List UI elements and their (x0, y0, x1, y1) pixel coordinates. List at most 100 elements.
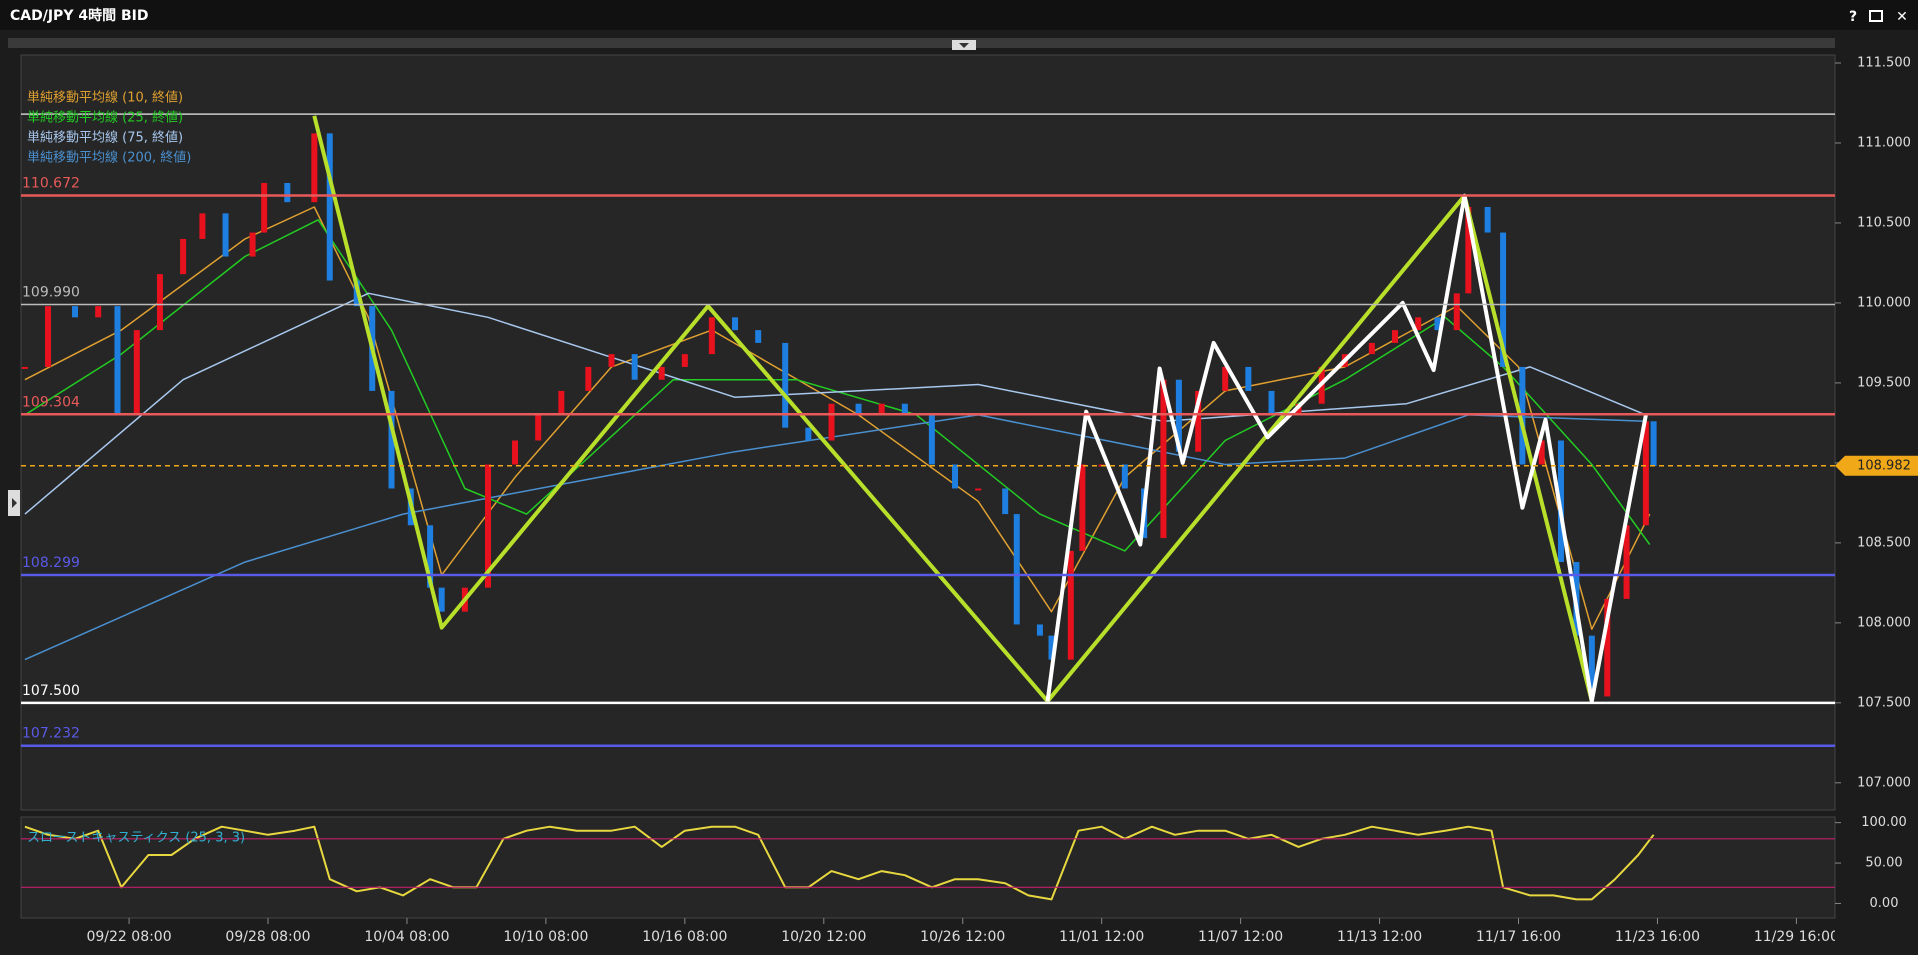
candle (1222, 366, 1229, 391)
candle (631, 354, 638, 380)
x-tick-label: 11/23 16:00 (1615, 929, 1700, 945)
candle (1415, 317, 1422, 331)
candle (133, 330, 140, 415)
toolbar-strip (8, 38, 1835, 48)
legend-entry: 単純移動平均線 (10, 終値) (27, 90, 183, 106)
y-tick-label: 110.500 (1857, 215, 1911, 230)
candle (1538, 440, 1545, 465)
y-tick-label: 0.00 (1870, 896, 1899, 911)
y-tick-label: 107.500 (1857, 695, 1911, 710)
title-bar (0, 0, 1918, 30)
candle (114, 306, 121, 415)
level-label: 107.500 (22, 683, 80, 699)
trendline (1045, 193, 1648, 704)
y-tick-label: 110.000 (1857, 295, 1911, 310)
candle (95, 306, 102, 318)
level-label: 108.299 (22, 555, 80, 571)
candle (284, 182, 291, 203)
candle (952, 464, 959, 489)
candle (1121, 464, 1128, 489)
candle (1392, 330, 1399, 343)
oscillator-line (24, 825, 1655, 901)
candle (180, 238, 187, 275)
x-tick-label: 10/04 08:00 (364, 929, 449, 945)
y-tick-label: 111.500 (1857, 55, 1911, 70)
x-tick-label: 11/29 16:00 (1754, 929, 1839, 945)
y-tick-label: 107.000 (1857, 775, 1911, 790)
candle (427, 525, 434, 588)
candle (608, 354, 615, 367)
candle (855, 403, 862, 415)
candle (1519, 366, 1526, 465)
x-tick-label: 11/17 16:00 (1476, 929, 1561, 945)
trendline (312, 115, 1594, 704)
candle (1048, 635, 1055, 660)
candle (199, 213, 206, 239)
candle (1453, 293, 1460, 331)
candle (928, 414, 935, 465)
candle (438, 587, 445, 612)
candle (1650, 421, 1657, 467)
candle (1588, 635, 1595, 697)
candle (1368, 342, 1375, 355)
candle (708, 317, 715, 355)
candle (512, 440, 519, 465)
candle (1195, 390, 1202, 452)
candle (1013, 514, 1020, 625)
last-price-tag (1835, 455, 1918, 476)
x-tick-label: 10/16 08:00 (642, 929, 727, 945)
candle (975, 488, 982, 491)
candle (878, 403, 885, 415)
dropdown-arrow (959, 43, 969, 48)
candle (45, 306, 52, 367)
candle (535, 414, 542, 441)
x-tick-label: 11/01 12:00 (1059, 929, 1144, 945)
x-tick-label: 11/13 12:00 (1337, 929, 1422, 945)
candle (1067, 550, 1074, 660)
x-tick-label: 10/26 12:00 (920, 929, 1005, 945)
legend-entry: 単純移動平均線 (75, 終値) (27, 130, 183, 146)
candle (732, 317, 739, 331)
close-button[interactable]: ✕ (1896, 9, 1908, 25)
candle (1604, 598, 1611, 697)
x-tick-label: 11/07 12:00 (1198, 929, 1283, 945)
candle (585, 366, 592, 391)
candle (1268, 390, 1275, 415)
level-label: 109.990 (22, 285, 80, 301)
y-tick-label: 100.00 (1861, 815, 1907, 830)
candle (72, 306, 79, 318)
side-handle-arrow (12, 498, 17, 508)
candle (156, 274, 163, 331)
candle (311, 133, 318, 203)
price-pane (20, 54, 1836, 811)
y-tick-label: 111.000 (1857, 135, 1911, 150)
candle (222, 213, 229, 257)
candle (1623, 525, 1630, 599)
candle (805, 427, 812, 441)
candle (21, 366, 28, 369)
y-tick-label: 108.500 (1857, 535, 1911, 550)
last-price-label: 108.982 (1857, 458, 1911, 473)
candle (1245, 366, 1252, 391)
x-tick-label: 10/10 08:00 (503, 929, 588, 945)
candle (1160, 379, 1167, 539)
candle (658, 366, 665, 380)
window-title: CAD/JPY 4時間 BID (10, 7, 148, 24)
candle (1500, 232, 1507, 367)
candle (1465, 206, 1472, 294)
maximize-button[interactable] (1869, 10, 1883, 22)
y-tick-label: 109.500 (1857, 375, 1911, 390)
candle (485, 464, 492, 588)
x-tick-label: 09/22 08:00 (86, 929, 171, 945)
legend-entry: 単純移動平均線 (25, 終値) (27, 110, 183, 126)
level-label: 109.304 (22, 394, 80, 410)
x-tick-label: 10/20 12:00 (781, 929, 866, 945)
y-tick-label: 108.000 (1857, 615, 1911, 630)
level-label: 110.672 (22, 175, 80, 191)
candle (1434, 317, 1441, 331)
level-label: 107.232 (22, 726, 80, 742)
candle (1557, 440, 1564, 563)
oscillator-title: スローストキャスティクス (25, 3, 3) (27, 831, 245, 846)
help-button[interactable]: ? (1849, 9, 1857, 25)
